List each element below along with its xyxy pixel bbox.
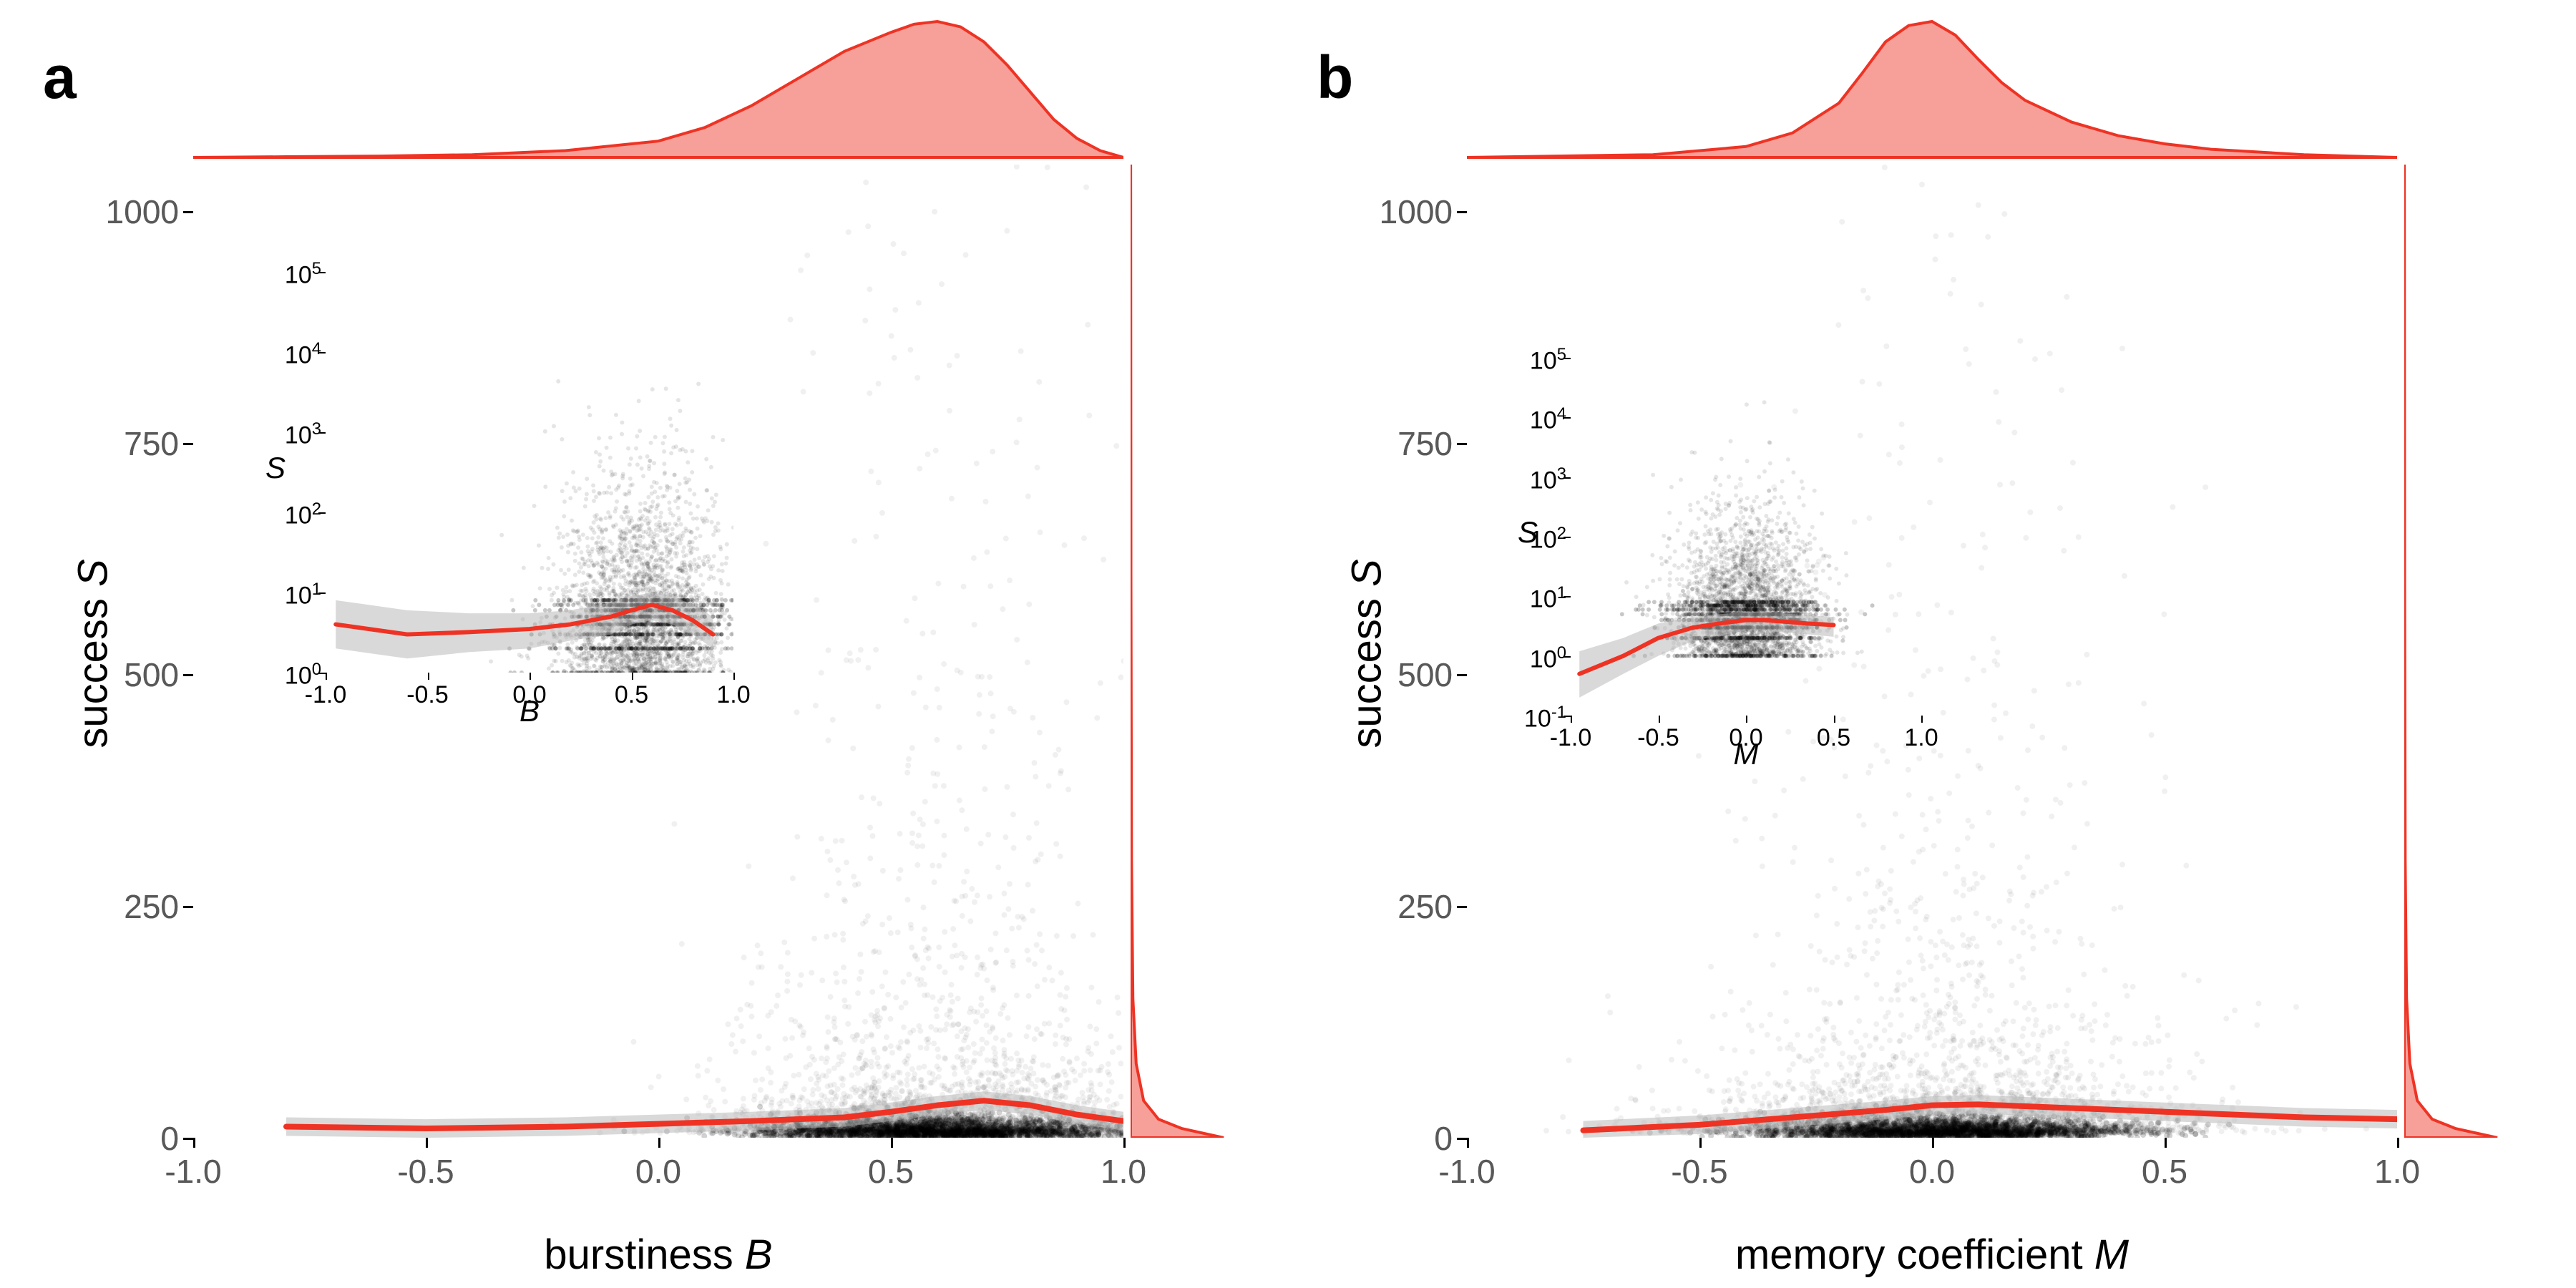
x-tick-label: 0.0 — [615, 1152, 701, 1191]
figure-root: a -1.0-0.50.00.51.002505007501000 -1.0-0… — [0, 0, 2576, 1288]
x-tick-label: 0.5 — [2122, 1152, 2207, 1191]
panel-a-inset-x-title: B — [326, 694, 733, 728]
inset-y-tick-label: 103 — [263, 419, 321, 449]
x-tick-label: 0.0 — [1889, 1152, 1975, 1191]
panel-b-inset-y-title: S — [1506, 515, 1549, 550]
panel-b-inset — [1571, 358, 1921, 716]
x-tick-label: 0.5 — [848, 1152, 934, 1191]
panel-b-y-title-text: success S — [1344, 559, 1390, 748]
panel-b-x-title-text: memory coefficient M — [1735, 1231, 2129, 1278]
panel-a-right-density — [1131, 165, 1238, 1138]
panel-a-x-title-text: burstiness B — [544, 1231, 772, 1278]
inset-y-tick-label: 102 — [263, 499, 321, 530]
inset-y-tick-label: 10-1 — [1508, 703, 1566, 733]
panel-b-label: b — [1317, 43, 1353, 112]
inset-y-tick-label: 101 — [1508, 583, 1566, 613]
panel-a-x-title: burstiness B — [193, 1231, 1123, 1279]
panel-a-y-title-text: success S — [70, 559, 117, 748]
x-tick-label: -0.5 — [1657, 1152, 1742, 1191]
panel-a-inset — [326, 272, 733, 673]
panel-b-x-title: memory coefficient M — [1467, 1231, 2397, 1279]
panel-a-y-title: success S — [69, 189, 117, 1119]
panel-a-top-density — [193, 14, 1123, 165]
panel-b-inset-x-title: M — [1571, 737, 1921, 771]
inset-y-tick-label: 103 — [1508, 464, 1566, 494]
inset-y-tick-label: 105 — [1508, 345, 1566, 375]
inset-y-tick-label: 101 — [263, 580, 321, 610]
x-tick-label: 1.0 — [1080, 1152, 1166, 1191]
x-tick-label: -1.0 — [1424, 1152, 1510, 1191]
panel-b-top-density — [1467, 14, 2397, 165]
panel-b-right-density — [2404, 165, 2512, 1138]
panel-a-inset-y-title: S — [254, 451, 297, 485]
panel-a-label: a — [43, 43, 77, 112]
inset-y-tick-label: 105 — [263, 259, 321, 289]
inset-y-tick-label: 100 — [1508, 643, 1566, 673]
panel-b-y-title: success S — [1343, 189, 1391, 1119]
y-tick-label: 0 — [1360, 1119, 1453, 1158]
x-tick-label: -0.5 — [383, 1152, 469, 1191]
x-tick-label: 1.0 — [2354, 1152, 2440, 1191]
inset-y-tick-label: 104 — [1508, 404, 1566, 434]
x-tick-label: -1.0 — [150, 1152, 236, 1191]
inset-y-tick-label: 100 — [263, 660, 321, 690]
inset-y-tick-label: 104 — [263, 339, 321, 369]
y-tick-label: 0 — [86, 1119, 179, 1158]
